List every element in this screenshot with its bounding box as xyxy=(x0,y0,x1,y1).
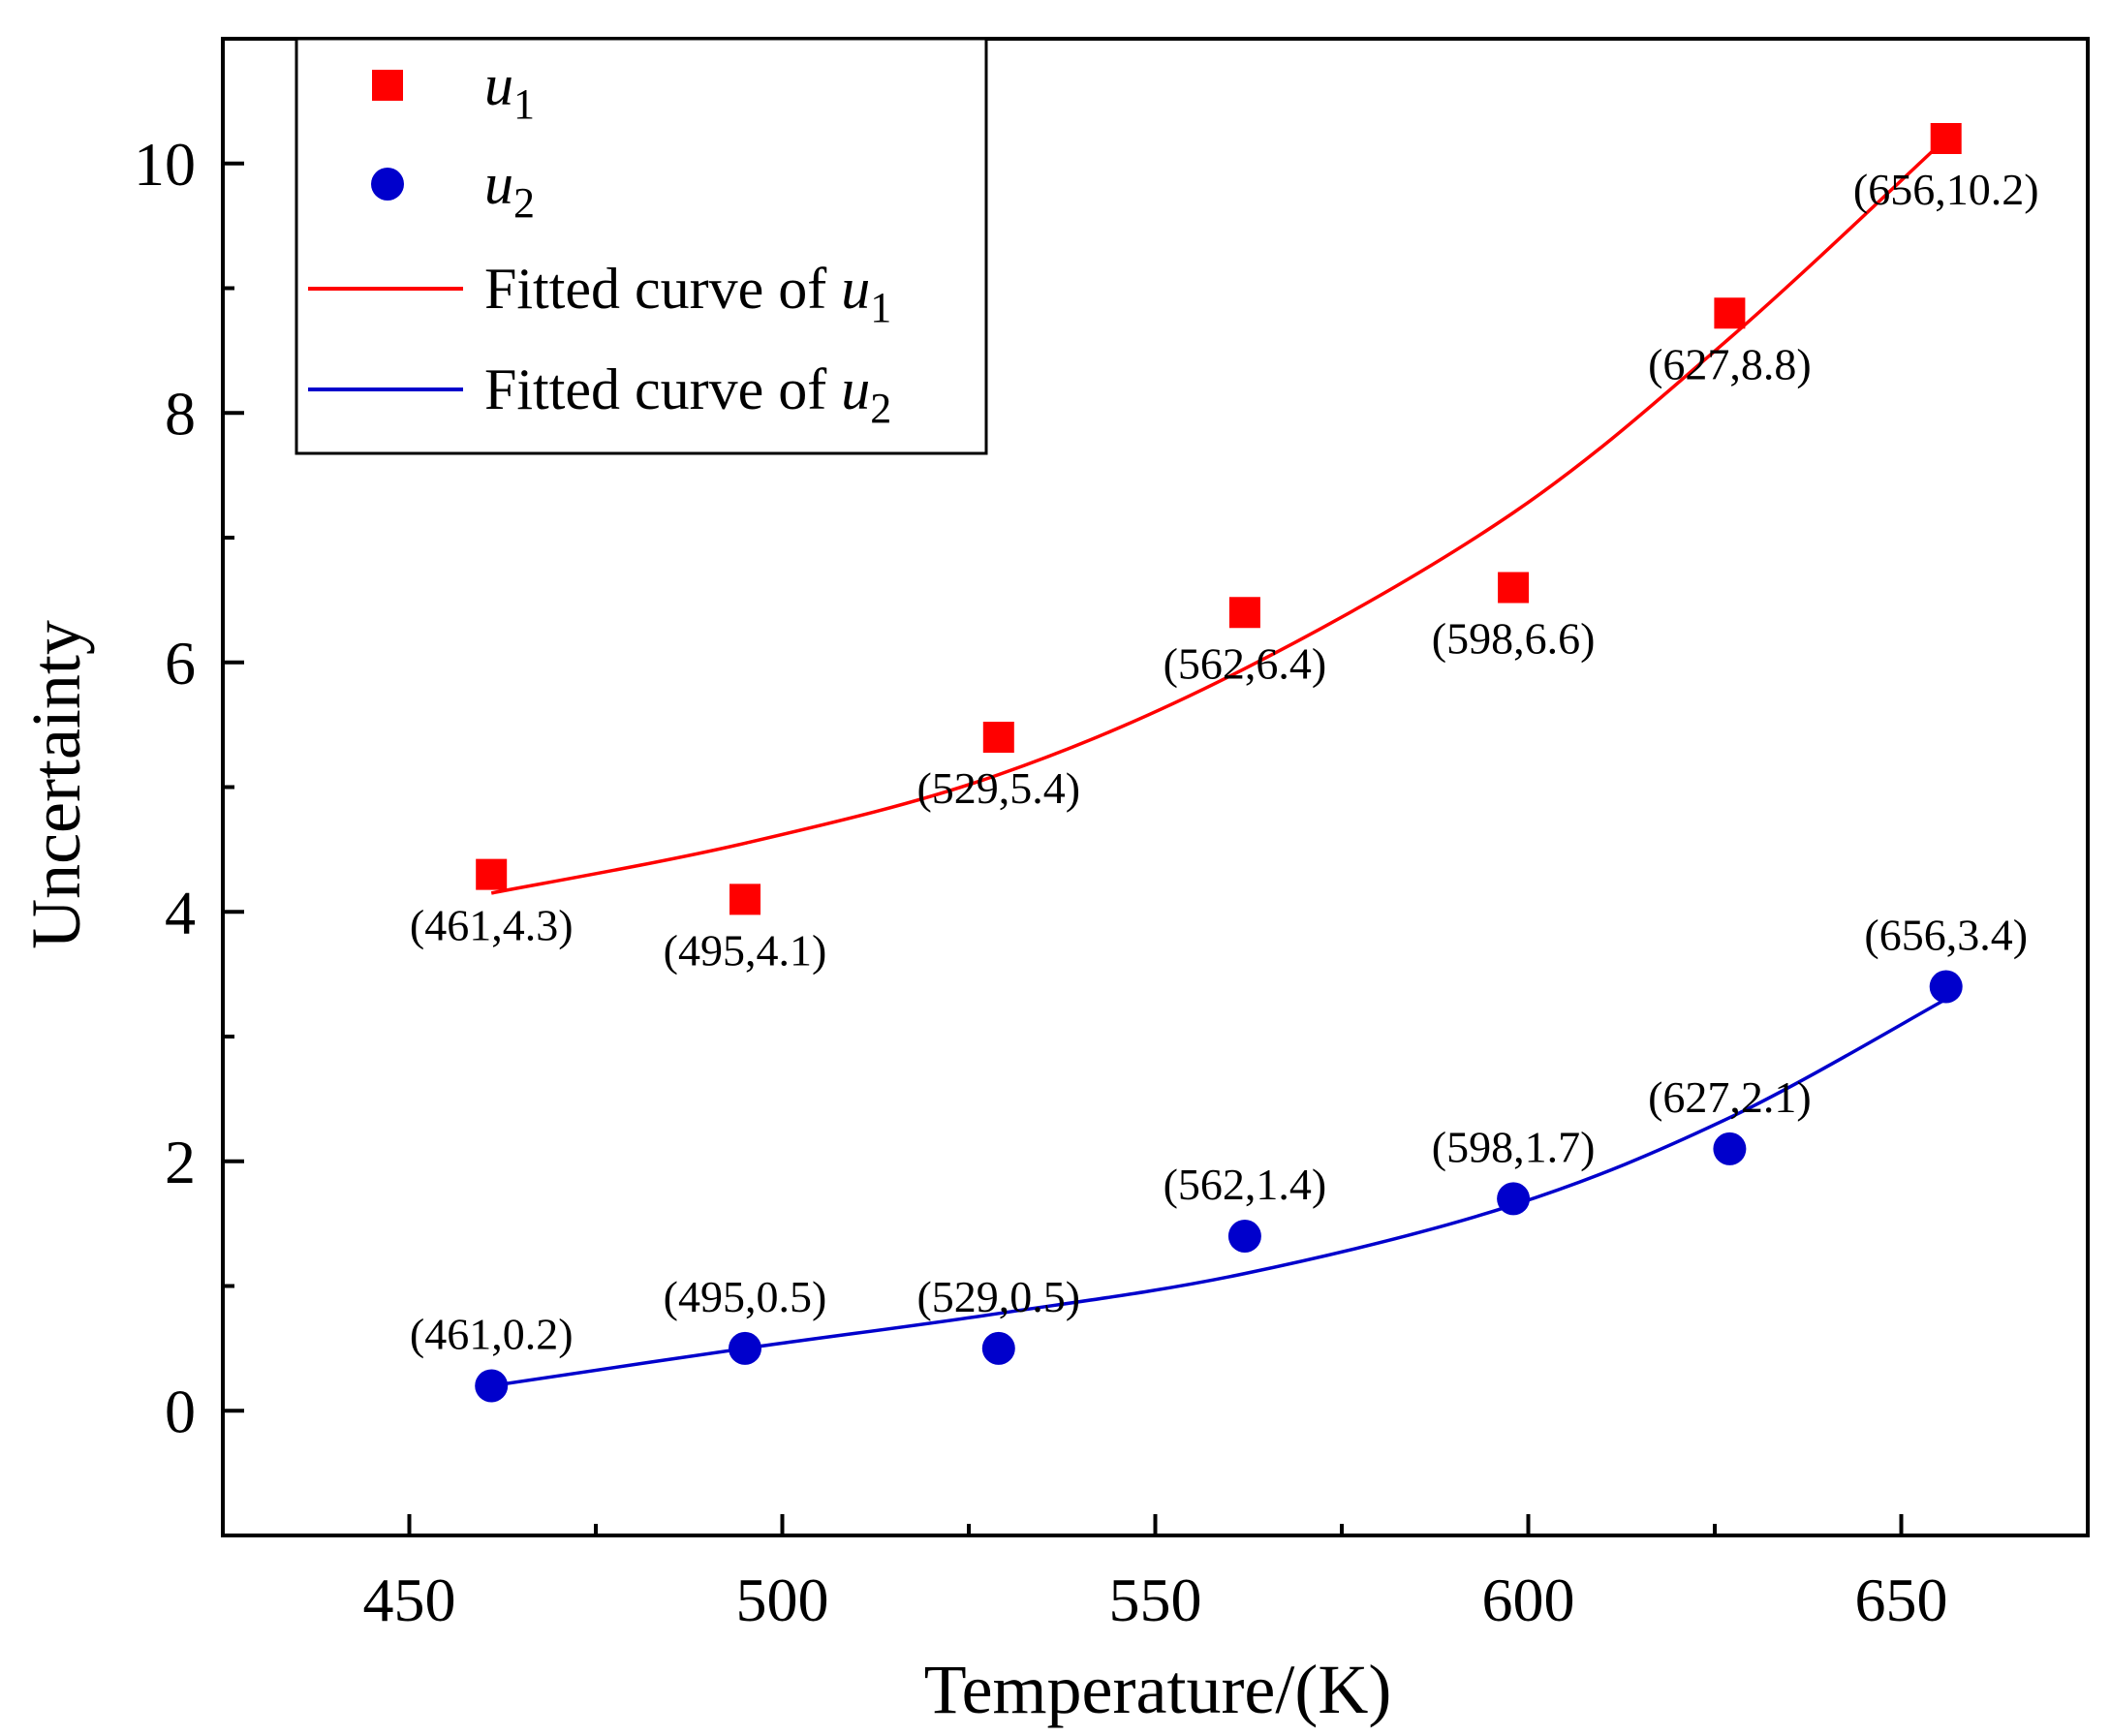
y-tick-label: 6 xyxy=(165,629,196,698)
data-labels: (461,4.3) (495,4.1) (529,5.4) (562,6.4) (598… xyxy=(410,165,2039,1359)
legend-u1-label: u1 xyxy=(484,53,535,128)
u2-point xyxy=(1929,970,1963,1004)
x-tick-label: 600 xyxy=(1482,1566,1575,1634)
fit-u1-line xyxy=(490,137,1947,895)
x-tick-label: 650 xyxy=(1855,1566,1948,1634)
u2-data-label: (461,0.2) xyxy=(410,1310,574,1359)
legend-fit-u2-label: Fitted curve of u2 xyxy=(484,357,891,432)
u2-point xyxy=(1713,1132,1747,1165)
x-axis-title: Temperature/(K) xyxy=(924,1651,1392,1728)
legend-u2-label: u2 xyxy=(484,152,535,227)
x-tick-label: 500 xyxy=(736,1566,829,1634)
u1-point xyxy=(982,722,1014,753)
data-points xyxy=(475,123,1963,1403)
legend: u1 u2 Fitted curve of u1 Fitted curve of u2 xyxy=(295,37,988,455)
u2-data-label: (562,1.4) xyxy=(1164,1160,1327,1209)
y-tick-label: 10 xyxy=(134,130,196,199)
u2-data-label: (627,2.1) xyxy=(1648,1072,1812,1122)
u2-data-label: (656,3.4) xyxy=(1864,911,2028,960)
u2-point xyxy=(1497,1182,1531,1216)
x-tick-label: 550 xyxy=(1109,1566,1202,1634)
u2-data-label: (529,0.5) xyxy=(916,1272,1080,1321)
u2-point xyxy=(475,1369,509,1403)
y-tick-label: 8 xyxy=(165,379,196,448)
u1-data-label: (627,8.8) xyxy=(1648,339,1812,388)
y-axis-title: Uncertainty xyxy=(17,620,95,949)
u2-data-label: (495,0.5) xyxy=(664,1272,827,1321)
u1-data-label: (656,10.2) xyxy=(1853,165,2039,214)
x-tick-label: 450 xyxy=(363,1566,456,1634)
u1-point xyxy=(1498,572,1530,604)
u1-point xyxy=(730,884,761,915)
u1-data-label: (529,5.4) xyxy=(916,763,1080,813)
legend-fit-u1-label: Fitted curve of u1 xyxy=(484,257,891,331)
y-tick-label: 0 xyxy=(165,1377,196,1445)
u1-data-label: (495,4.1) xyxy=(664,925,827,975)
u2-data-label: (598,1.7) xyxy=(1432,1122,1596,1171)
u1-data-label: (461,4.3) xyxy=(410,901,574,950)
u1-point xyxy=(1228,597,1260,629)
u2-point xyxy=(729,1331,761,1365)
u1-data-label: (562,6.4) xyxy=(1164,638,1327,688)
u1-point xyxy=(1714,297,1746,329)
u2-point xyxy=(1227,1220,1261,1253)
axis-ticks: 450 500 550 600 650 0 2 4 6 8 10 xyxy=(134,130,1948,1634)
u1-point xyxy=(1930,123,1962,154)
u1-point xyxy=(476,858,508,890)
u1-data-label: (598,6.6) xyxy=(1432,614,1596,664)
legend-u2-marker xyxy=(371,168,404,201)
y-tick-label: 4 xyxy=(165,878,196,946)
y-tick-label: 2 xyxy=(165,1128,196,1196)
u2-point xyxy=(981,1331,1015,1365)
legend-box xyxy=(295,37,988,455)
legend-u1-marker xyxy=(372,70,403,101)
